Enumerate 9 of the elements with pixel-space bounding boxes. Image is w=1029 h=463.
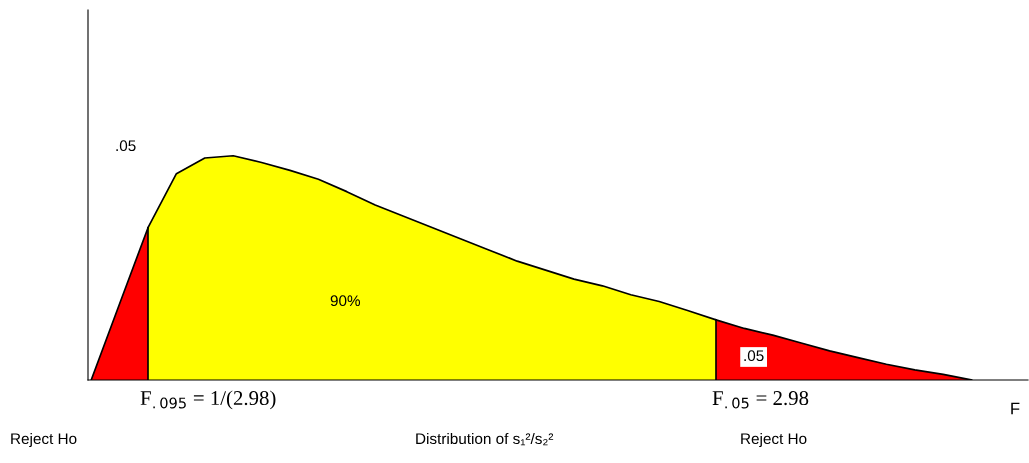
text: .05 <box>116 140 136 152</box>
x-axis-title: F <box>1011 402 1020 415</box>
text: Reject Ho <box>741 432 807 448</box>
annotation: .05 <box>744 350 764 362</box>
text: F$_{.05}$ = 2.98 <box>712 391 809 409</box>
text: Reject Ho <box>11 432 77 448</box>
annotation: 90% <box>330 295 361 307</box>
text: Distribution of s₁²/s₂² <box>416 432 554 446</box>
text: F$_{.095}$ = 1/(2.98) <box>140 390 276 410</box>
